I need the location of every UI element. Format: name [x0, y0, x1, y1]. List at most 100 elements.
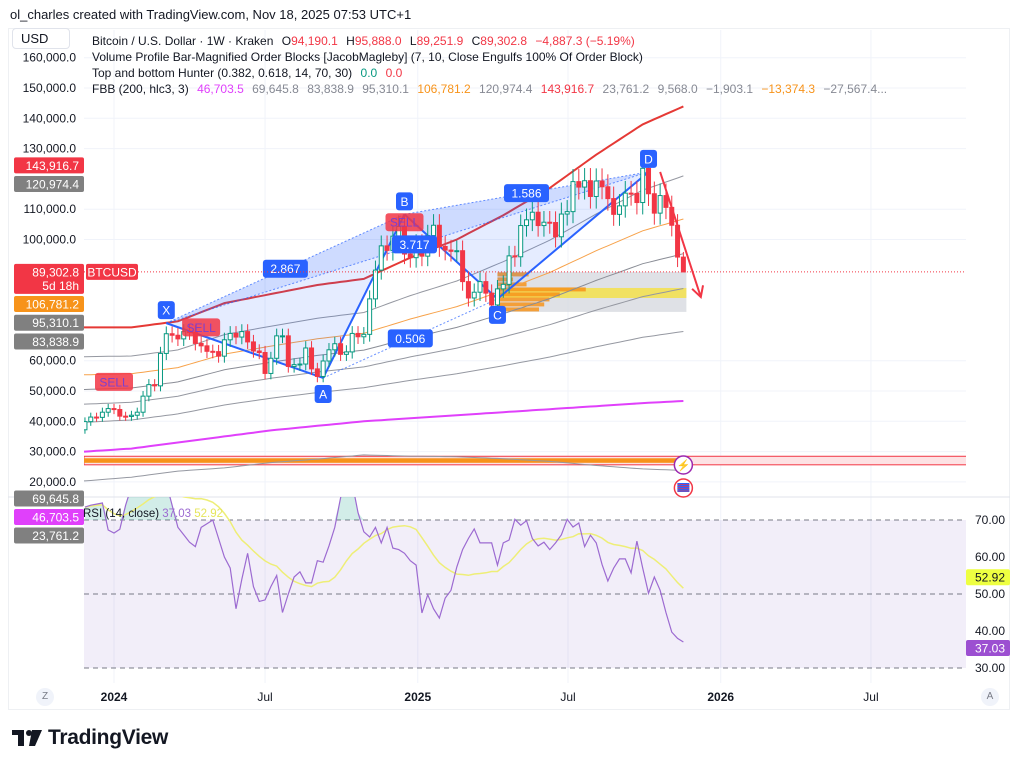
- legend-indicator-volume-profile[interactable]: Volume Profile Bar-Magnified Order Block…: [92, 50, 643, 64]
- time-axis-label: Jul: [863, 690, 878, 704]
- rsi-axis-label: 60.00: [975, 550, 1005, 564]
- tradingview-logo-icon: [12, 730, 42, 746]
- candle-body: [616, 205, 622, 215]
- pattern-ratio-label-bg: [504, 184, 550, 203]
- candle: [233, 326, 239, 345]
- candle-body: [541, 221, 547, 227]
- candle: [309, 341, 315, 375]
- candle: [611, 186, 617, 226]
- price-tag: 83,838.9: [14, 333, 84, 350]
- candle-body: [94, 416, 100, 419]
- pattern-fill-xab: [166, 214, 405, 378]
- pattern-point-X: X: [157, 301, 175, 320]
- candle: [651, 181, 657, 225]
- candle: [84, 417, 88, 434]
- candle: [454, 240, 460, 262]
- lightning-event-icon: [673, 455, 694, 475]
- price-tag-text: 95,310.1: [32, 316, 79, 330]
- candle: [198, 336, 204, 353]
- currency-selector[interactable]: USD: [12, 28, 70, 49]
- candle-body: [221, 339, 227, 357]
- candle-body: [558, 213, 564, 238]
- candle-body: [88, 416, 94, 423]
- candle: [593, 168, 599, 209]
- zoom-reset-button[interactable]: Z: [36, 688, 54, 706]
- candle: [268, 351, 274, 380]
- candle-body: [361, 333, 367, 338]
- rsi-ma-tag-bg: [966, 569, 1010, 586]
- chart-credit: ol_charles created with TradingView.com,…: [10, 7, 412, 22]
- candle-body: [169, 333, 175, 336]
- candle: [326, 343, 332, 368]
- logo-text: TradingView: [48, 726, 169, 749]
- candle-body: [582, 180, 588, 188]
- rsi-legend[interactable]: RSI (14, close) 37.03 52.92: [83, 508, 224, 520]
- candle-body: [245, 331, 251, 343]
- candle-body: [489, 292, 495, 306]
- candle-body: [303, 347, 309, 365]
- candle-body: [349, 332, 355, 353]
- candle: [303, 341, 309, 371]
- candle: [535, 200, 541, 237]
- candle-body: [378, 245, 384, 271]
- candle-body: [587, 180, 593, 197]
- legend-indicator-top-bottom-hunter[interactable]: Top and bottom Hunter (0.382, 0.618, 14,…: [92, 66, 403, 80]
- candle-body: [611, 198, 617, 215]
- candle-body: [634, 192, 640, 204]
- candle-body: [442, 245, 448, 251]
- bar-countdown: 5d 18h: [42, 279, 79, 293]
- candle-body: [297, 363, 303, 366]
- candle-body: [576, 181, 582, 188]
- candle-body: [140, 395, 146, 413]
- candle-body: [314, 368, 320, 377]
- lightning-glyph: ⚡: [677, 459, 691, 472]
- candle: [279, 328, 285, 344]
- candle-body: [564, 211, 570, 215]
- candle: [314, 362, 320, 383]
- pattern-ratio-label-bg: [262, 259, 308, 278]
- candle-body: [500, 283, 506, 290]
- candle-body: [471, 291, 477, 299]
- volume-profile-bar: [497, 302, 545, 307]
- candle: [616, 194, 622, 226]
- volume-profile-bar: [497, 287, 586, 292]
- sell-signal-label-text: SELL: [99, 375, 129, 389]
- legend-symbol-row[interactable]: Bitcoin / U.S. Dollar · 1W · Kraken O94,…: [92, 33, 892, 49]
- candle-body: [338, 343, 344, 355]
- price-axis-label: 150,000.0: [23, 81, 77, 95]
- price-tag-text: 143,916.7: [26, 159, 80, 173]
- pattern-point-D: D: [640, 149, 658, 168]
- forecast-arrow-line: [659, 171, 702, 298]
- candle: [274, 328, 280, 365]
- fbb-basis-line: [84, 400, 684, 453]
- fbb-band--0.236: [84, 454, 684, 482]
- candle: [448, 239, 454, 262]
- price-tag-bg: [14, 333, 84, 350]
- candle: [477, 272, 483, 301]
- price-tag: 69,645.8: [14, 490, 84, 507]
- candle-body: [483, 281, 489, 294]
- price-tag-text: 23,761.2: [32, 529, 79, 543]
- pattern-fill-xbd: [166, 171, 649, 324]
- tradingview-logo[interactable]: TradingView: [12, 726, 168, 750]
- pattern-point-C: C: [488, 305, 506, 324]
- candle-body: [529, 211, 535, 221]
- auto-scale-button[interactable]: A: [981, 688, 999, 706]
- candle: [157, 346, 163, 392]
- candle: [117, 404, 123, 421]
- candle-body: [680, 256, 686, 273]
- candle-body: [460, 250, 466, 283]
- candle-body: [123, 415, 129, 418]
- symbol-title: Bitcoin / U.S. Dollar · 1W · Kraken: [92, 34, 274, 48]
- pattern-dotted-line: [404, 171, 649, 215]
- price-axis-label: 160,000.0: [23, 51, 77, 65]
- candle: [506, 245, 512, 294]
- price-tag-text: 83,838.9: [32, 335, 79, 349]
- pattern-point-D-bg: [640, 149, 658, 168]
- rsi-value-tag: 37.03: [966, 639, 1010, 656]
- price-tag-bg: [14, 175, 84, 192]
- symbol-tag-bg: [86, 263, 138, 280]
- legend-indicator-fbb[interactable]: FBB (200, hlc3, 3) 46,703.5 69,645.8 83,…: [92, 82, 888, 96]
- price-tag: 46,703.5: [14, 508, 84, 525]
